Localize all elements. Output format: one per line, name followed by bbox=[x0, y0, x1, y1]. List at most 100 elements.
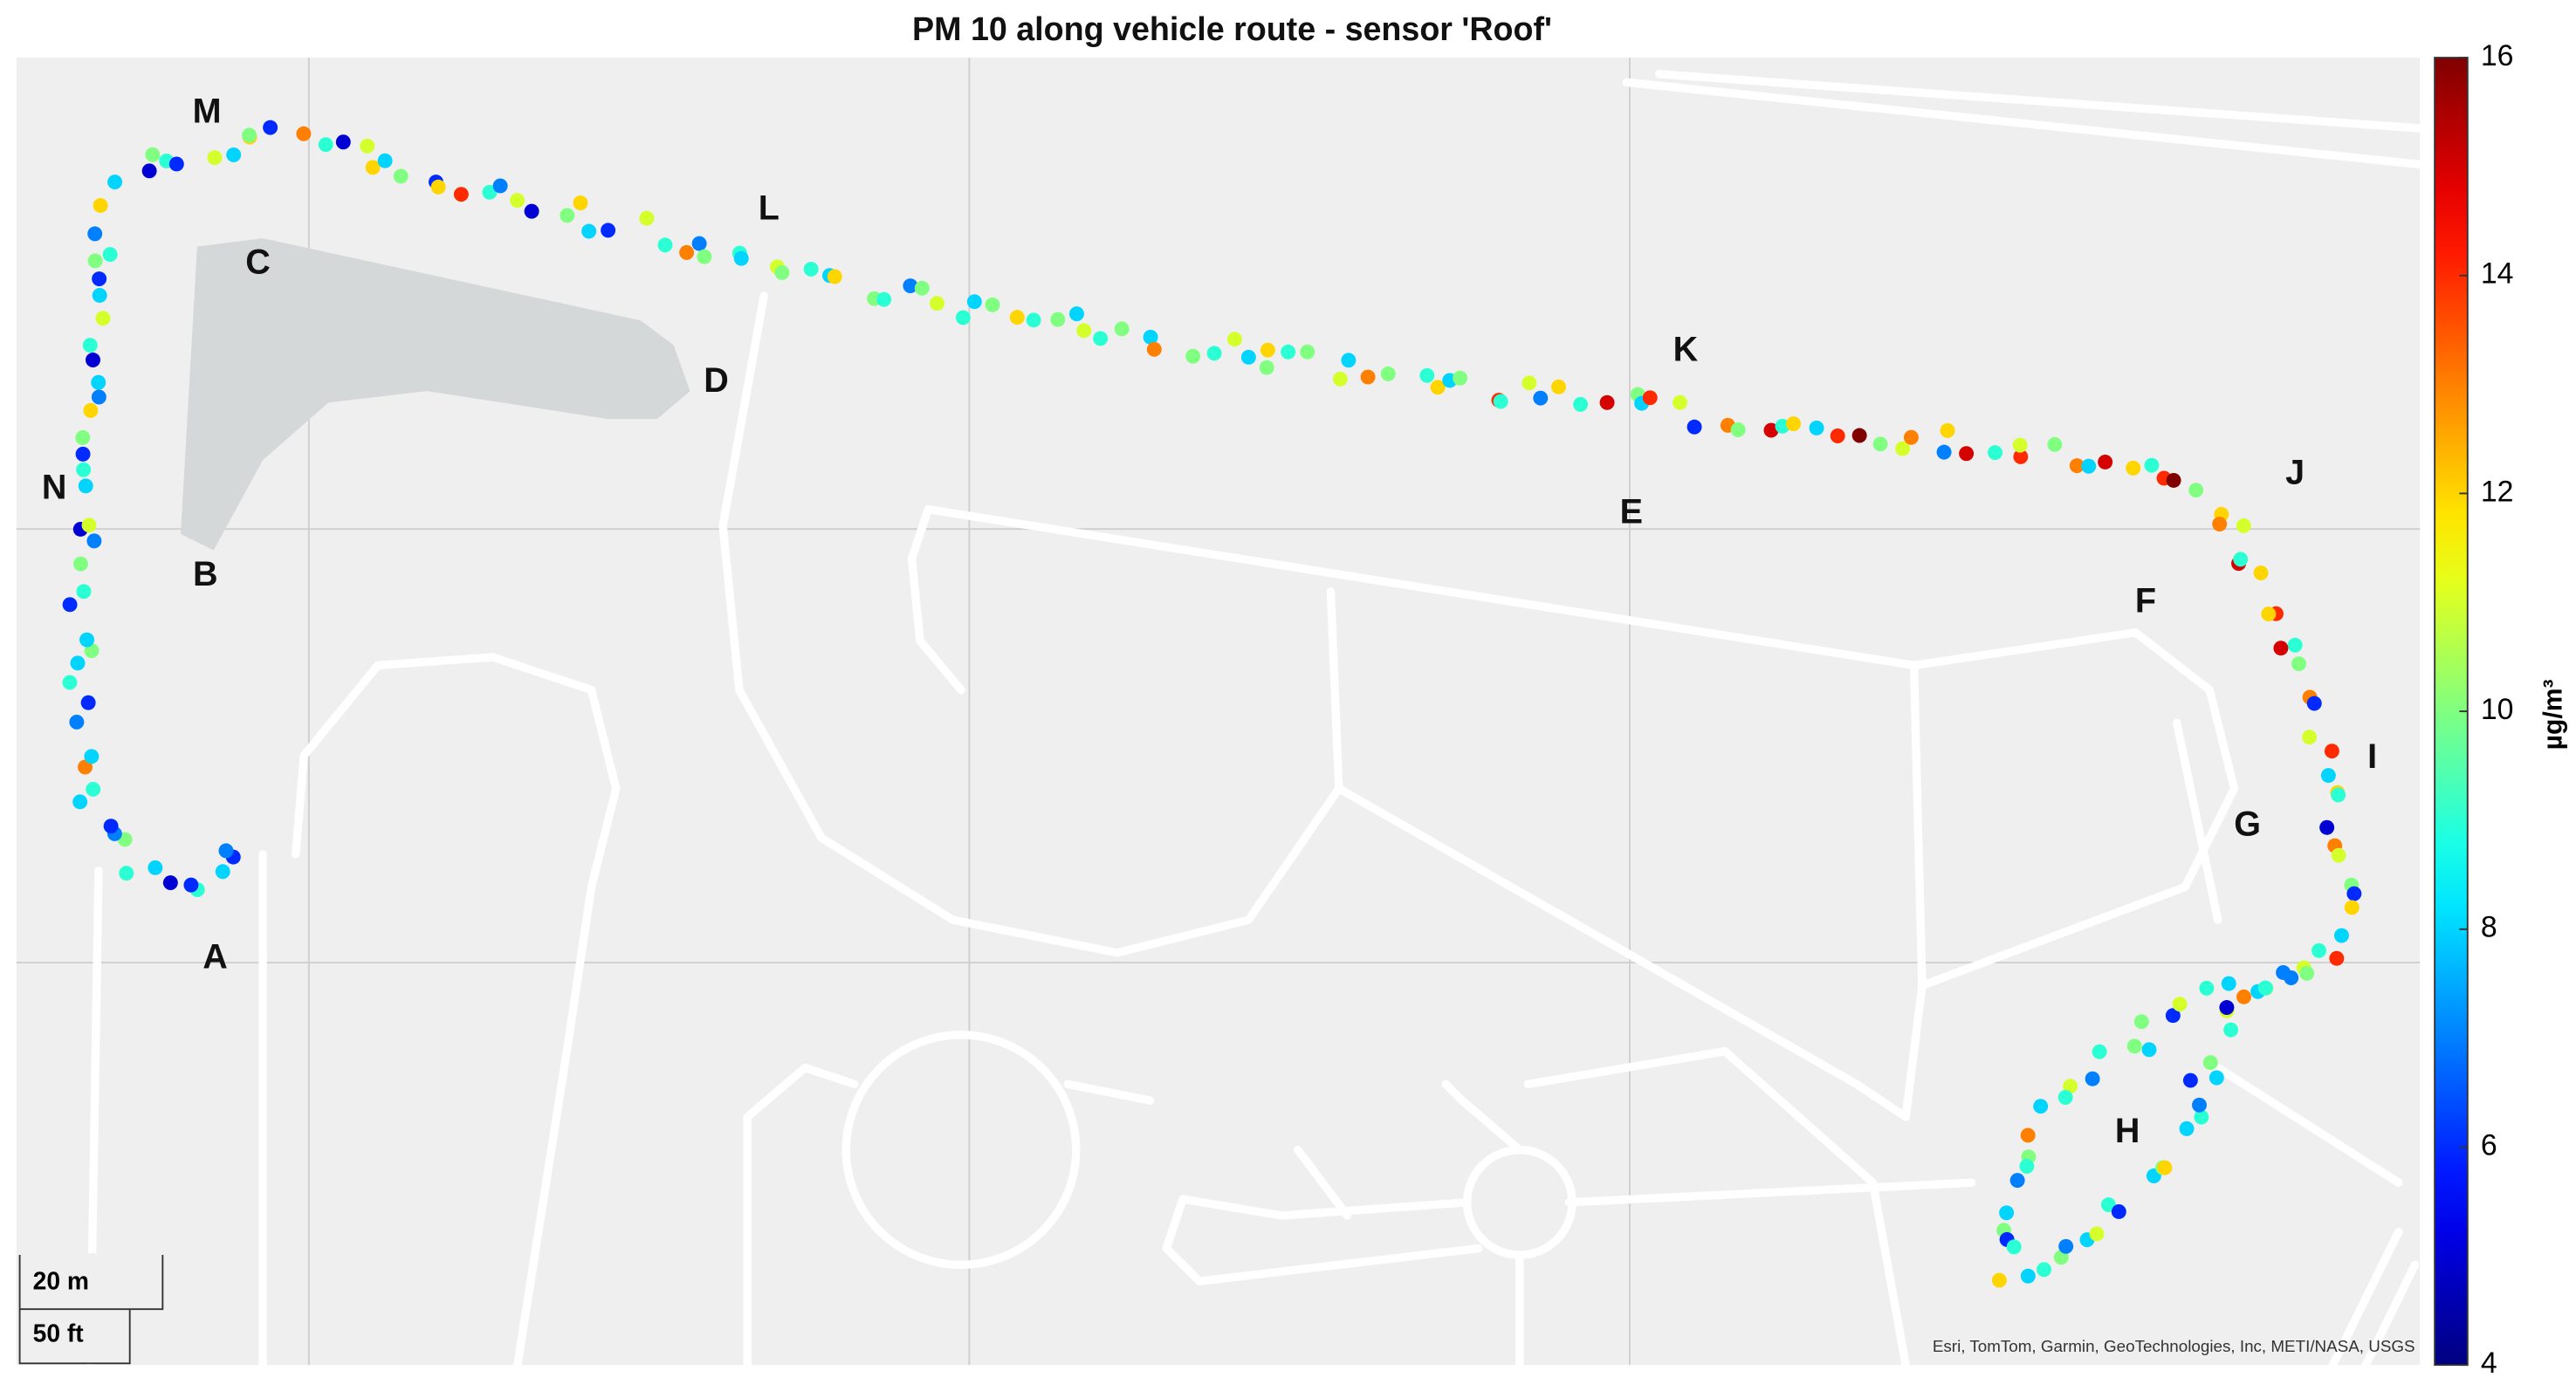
pm10-point bbox=[78, 759, 93, 775]
pm10-point bbox=[2019, 1159, 2035, 1174]
pm10-point bbox=[1146, 341, 1162, 357]
pm10-point bbox=[2089, 1226, 2105, 1242]
building bbox=[181, 238, 690, 551]
chart-title: PM 10 along vehicle route - sensor 'Roof… bbox=[912, 10, 1552, 47]
pm10-point bbox=[335, 134, 351, 150]
road bbox=[907, 504, 2403, 1187]
pm10-point bbox=[79, 632, 95, 648]
route-points bbox=[62, 120, 2362, 1288]
pm10-point bbox=[1895, 441, 1911, 456]
pm10-point bbox=[1763, 422, 1779, 438]
pm10-point bbox=[207, 150, 223, 166]
pm10-point bbox=[1360, 369, 1376, 385]
pm10-point bbox=[2006, 1239, 2022, 1255]
pm10-point bbox=[119, 866, 134, 881]
pm10-point bbox=[2221, 976, 2236, 991]
pm10-point bbox=[2261, 606, 2277, 622]
scale-bar-lines bbox=[18, 1255, 164, 1365]
pm10-point bbox=[82, 338, 98, 353]
pm10-point bbox=[2331, 787, 2346, 803]
route-label: B bbox=[193, 555, 218, 593]
colorbar-tick-label: 8 bbox=[2481, 911, 2497, 944]
pm10-point bbox=[75, 430, 91, 445]
route-label: K bbox=[1673, 330, 1699, 368]
pm10-point bbox=[1809, 420, 1824, 435]
pm10-point bbox=[803, 261, 819, 277]
pm10-point bbox=[1226, 332, 1242, 347]
colorbar-tick-label: 14 bbox=[2481, 257, 2514, 291]
pm10-point bbox=[87, 226, 103, 242]
pm10-point bbox=[1259, 360, 1274, 375]
pm10-point bbox=[1936, 444, 1952, 460]
pm10-point bbox=[2126, 1038, 2142, 1054]
pm10-point bbox=[2284, 970, 2299, 985]
pm10-point bbox=[2133, 1014, 2149, 1030]
attribution: Esri, TomTom, Garmin, GeoTechnologies, I… bbox=[1933, 1337, 2415, 1355]
pm10-point bbox=[697, 249, 712, 264]
pm10-point bbox=[774, 264, 790, 280]
route-label: J bbox=[2285, 454, 2305, 492]
pm10-point bbox=[679, 244, 695, 260]
pm10-point bbox=[985, 297, 1000, 312]
pm10-point bbox=[1026, 312, 1041, 328]
pm10-point bbox=[1999, 1205, 2015, 1221]
pm10-point bbox=[657, 237, 673, 253]
pm10-point bbox=[1830, 428, 1845, 443]
pm10-point bbox=[1009, 310, 1025, 326]
pm10-point bbox=[2233, 552, 2249, 567]
pm10-point bbox=[2194, 1109, 2209, 1125]
pm10-point bbox=[430, 179, 446, 195]
pm10-point bbox=[1185, 348, 1201, 364]
pm10-point bbox=[827, 269, 842, 284]
pm10-point bbox=[102, 247, 118, 263]
pm10-point bbox=[2192, 1097, 2207, 1113]
pm10-point bbox=[377, 153, 393, 168]
pm10-point bbox=[2081, 458, 2097, 474]
pm10-point bbox=[263, 120, 278, 135]
pm10-point bbox=[2165, 1008, 2181, 1024]
pm10-point bbox=[78, 478, 93, 494]
pm10-point bbox=[2013, 449, 2029, 464]
pm10-point bbox=[2047, 436, 2063, 452]
scale-bar: 20 m 50 ft bbox=[18, 1253, 165, 1365]
pm10-point bbox=[733, 250, 749, 266]
road bbox=[1622, 70, 2424, 169]
pm10-point bbox=[453, 187, 469, 202]
pm10-point bbox=[560, 208, 575, 223]
pm10-point bbox=[639, 210, 655, 226]
pm10-point bbox=[2257, 980, 2273, 996]
pm10-point bbox=[2069, 458, 2085, 474]
pm10-point bbox=[1453, 370, 1468, 386]
pm10-point bbox=[75, 446, 91, 462]
pm10-point bbox=[2199, 980, 2215, 996]
pm10-point bbox=[1522, 375, 1537, 391]
pm10-point bbox=[162, 875, 178, 891]
road bbox=[743, 1046, 1910, 1369]
colorbar-tick-label: 10 bbox=[2481, 693, 2514, 726]
pm10-point bbox=[296, 126, 312, 141]
pm10-point bbox=[2057, 1090, 2073, 1105]
route-label: A bbox=[203, 938, 228, 977]
pm10-point bbox=[81, 517, 97, 533]
pm10-point bbox=[2212, 517, 2228, 532]
pm10-point bbox=[1260, 342, 1275, 358]
pm10-point bbox=[218, 843, 234, 859]
pm10-point bbox=[69, 714, 85, 730]
pm10-point bbox=[2172, 997, 2188, 1012]
pm10-point bbox=[242, 127, 257, 143]
pm10-point bbox=[1076, 323, 1092, 339]
pm10-point bbox=[2085, 1071, 2100, 1086]
pm10-point bbox=[1551, 379, 1567, 394]
pm10-point bbox=[1988, 445, 2002, 461]
pm10-point bbox=[482, 184, 498, 200]
pm10-point bbox=[1686, 419, 1702, 435]
pm10-point bbox=[914, 280, 930, 296]
colorbar-tick-label: 6 bbox=[2481, 1128, 2497, 1162]
pm10-point bbox=[86, 781, 101, 797]
pm10-point bbox=[107, 175, 123, 190]
pm10-point bbox=[2111, 1203, 2126, 1219]
pm10-point bbox=[1050, 312, 1066, 327]
pm10-point bbox=[1940, 422, 1955, 438]
pm10-point bbox=[76, 462, 92, 477]
